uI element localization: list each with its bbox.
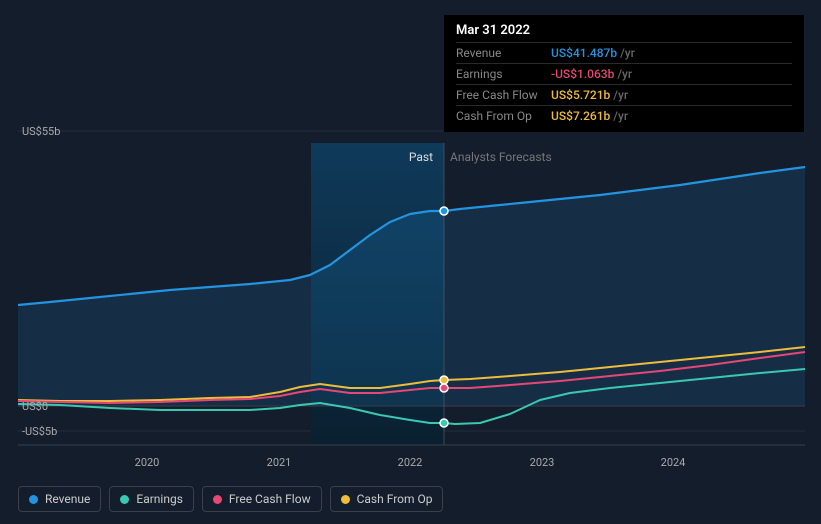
tooltip-value: US$41.487b/yr bbox=[551, 46, 635, 60]
legend-label: Revenue bbox=[45, 492, 90, 506]
legend-item-cash-from-op[interactable]: Cash From Op bbox=[330, 486, 444, 512]
marker-cash_from_op bbox=[440, 376, 448, 384]
section-label-past: Past bbox=[409, 150, 433, 164]
legend-dot bbox=[341, 495, 350, 504]
y-tick-label: US$55b bbox=[22, 125, 60, 138]
tooltip-suffix: /yr bbox=[620, 46, 635, 60]
marker-revenue bbox=[440, 207, 448, 215]
tooltip-suffix: /yr bbox=[617, 67, 632, 81]
legend-dot bbox=[120, 495, 129, 504]
x-tick-label: 2021 bbox=[267, 456, 292, 469]
y-tick-label: -US$5b bbox=[22, 425, 57, 438]
financial-chart: Past Analysts Forecasts US$55b US$0 -US$5b… bbox=[0, 0, 821, 524]
legend-label: Free Cash Flow bbox=[229, 492, 311, 506]
tooltip-suffix: /yr bbox=[613, 109, 628, 123]
legend-item-free-cash-flow[interactable]: Free Cash Flow bbox=[202, 486, 322, 512]
tooltip-row: Cash From OpUS$7.261b/yr bbox=[456, 105, 792, 126]
tooltip-row: Free Cash FlowUS$5.721b/yr bbox=[456, 84, 792, 105]
tooltip-row: Earnings-US$1.063b/yr bbox=[456, 63, 792, 84]
tooltip-value: US$7.261b/yr bbox=[551, 109, 628, 123]
x-tick-label: 2020 bbox=[135, 456, 160, 469]
chart-tooltip: Mar 31 2022 RevenueUS$41.487b/yrEarnings… bbox=[444, 15, 804, 132]
tooltip-value: -US$1.063b/yr bbox=[551, 67, 632, 81]
legend-dot bbox=[213, 495, 222, 504]
legend-label: Earnings bbox=[136, 492, 183, 506]
chart-legend: Revenue Earnings Free Cash Flow Cash From O… bbox=[18, 486, 443, 512]
legend-item-revenue[interactable]: Revenue bbox=[18, 486, 101, 512]
tooltip-label: Cash From Op bbox=[456, 109, 551, 123]
marker-free_cash_flow bbox=[440, 384, 448, 392]
tooltip-date: Mar 31 2022 bbox=[456, 23, 792, 42]
y-tick-label: US$0 bbox=[22, 400, 48, 413]
x-tick-label: 2023 bbox=[530, 456, 555, 469]
legend-label: Cash From Op bbox=[357, 492, 433, 506]
tooltip-label: Free Cash Flow bbox=[456, 88, 551, 102]
x-tick-label: 2024 bbox=[661, 456, 686, 469]
x-tick-label: 2022 bbox=[398, 456, 423, 469]
tooltip-value: US$5.721b/yr bbox=[551, 88, 628, 102]
marker-earnings bbox=[440, 419, 448, 427]
tooltip-label: Revenue bbox=[456, 46, 551, 60]
tooltip-row: RevenueUS$41.487b/yr bbox=[456, 42, 792, 63]
tooltip-suffix: /yr bbox=[613, 88, 628, 102]
section-label-forecast: Analysts Forecasts bbox=[450, 150, 552, 164]
legend-item-earnings[interactable]: Earnings bbox=[109, 486, 194, 512]
tooltip-label: Earnings bbox=[456, 67, 551, 81]
legend-dot bbox=[29, 495, 38, 504]
